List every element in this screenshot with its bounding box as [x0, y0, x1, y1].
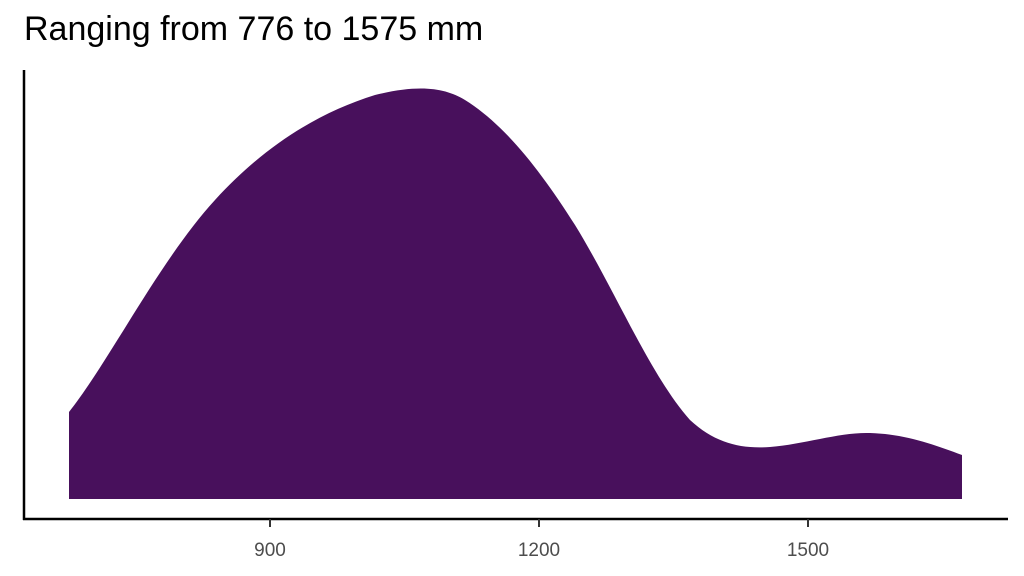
x-tick-label-1500: 1500	[787, 540, 829, 561]
x-tick-label-1200: 1200	[518, 540, 560, 561]
x-tick-label-900: 900	[254, 540, 286, 561]
density-area	[69, 88, 962, 499]
chart-title: Ranging from 776 to 1575 mm	[24, 10, 484, 48]
